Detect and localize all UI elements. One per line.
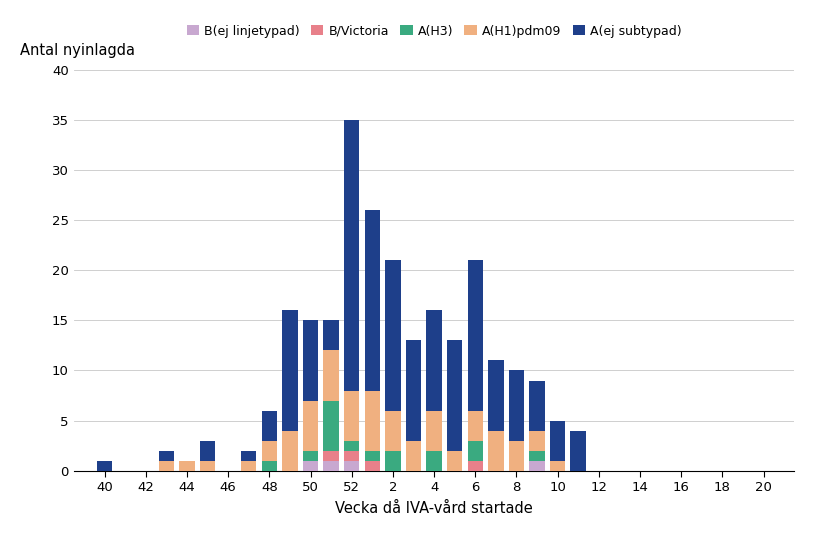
Bar [468,461,483,471]
Bar [447,340,463,450]
Bar [385,411,400,450]
Bar [324,401,339,450]
Bar [261,441,277,461]
Bar [283,310,297,431]
Text: Antal nyinlagda: Antal nyinlagda [20,42,134,57]
Bar [468,411,483,441]
Bar [405,441,421,471]
Bar [159,450,174,461]
Bar [344,461,360,471]
Bar [303,320,319,401]
Bar [200,441,215,461]
Bar [364,450,380,461]
Bar [324,350,339,401]
Bar [447,450,463,471]
Bar [427,411,441,450]
Bar [241,461,256,471]
Bar [303,461,319,471]
Bar [550,421,565,461]
Bar [488,361,504,431]
Bar [509,441,524,471]
Bar [97,461,112,471]
Bar [324,450,339,461]
Bar [159,461,174,471]
Bar [200,461,215,471]
Bar [427,450,441,471]
Bar [364,210,380,391]
X-axis label: Vecka då IVA-vård startade: Vecka då IVA-vård startade [335,501,533,516]
Bar [303,450,319,461]
Bar [241,450,256,461]
Bar [529,380,545,431]
Bar [303,401,319,450]
Bar [179,461,195,471]
Bar [509,370,524,441]
Bar [468,260,483,411]
Bar [550,461,565,471]
Bar [468,441,483,461]
Bar [283,431,297,471]
Bar [344,391,360,441]
Bar [324,461,339,471]
Bar [488,431,504,471]
Bar [385,260,400,411]
Bar [261,461,277,471]
Bar [344,120,360,391]
Bar [364,391,380,450]
Bar [571,431,586,471]
Bar [344,450,360,461]
Bar [344,441,360,450]
Bar [261,411,277,441]
Bar [364,461,380,471]
Bar [529,450,545,461]
Bar [529,431,545,450]
Bar [324,320,339,350]
Bar [385,450,400,471]
Bar [405,340,421,441]
Bar [529,461,545,471]
Legend: B(ej linjetypad), B/Victoria, A(H3), A(H1)pdm09, A(ej subtypad): B(ej linjetypad), B/Victoria, A(H3), A(H… [182,20,686,43]
Bar [427,310,441,411]
